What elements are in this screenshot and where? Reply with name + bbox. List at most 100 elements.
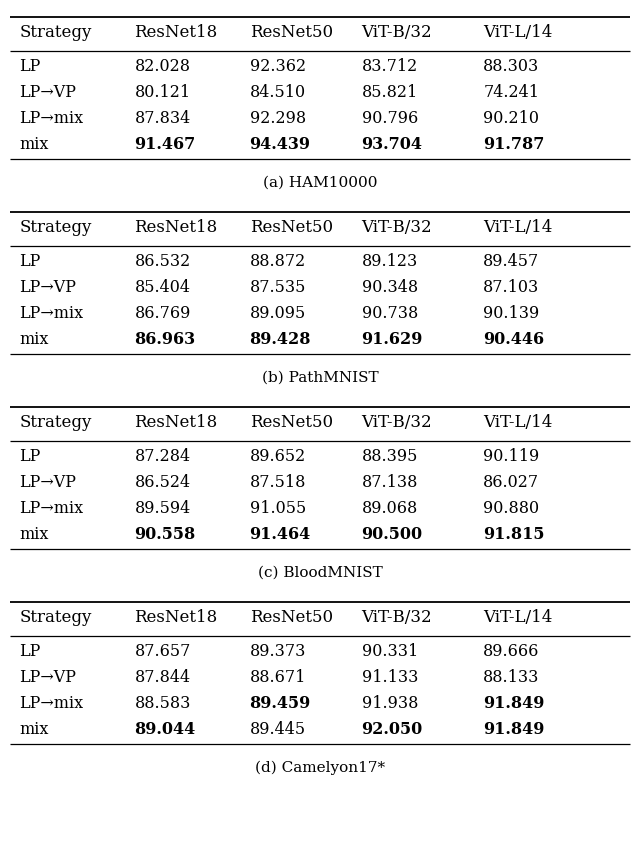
Text: ViT-L/14: ViT-L/14: [483, 414, 552, 430]
Text: 90.139: 90.139: [483, 305, 540, 322]
Text: 89.373: 89.373: [250, 642, 306, 659]
Text: (d) Camelyon17*: (d) Camelyon17*: [255, 760, 385, 774]
Text: 86.532: 86.532: [134, 252, 191, 270]
Text: 89.459: 89.459: [250, 694, 311, 711]
Text: (a) HAM10000: (a) HAM10000: [263, 176, 377, 189]
Text: 91.467: 91.467: [134, 136, 196, 153]
Text: Strategy: Strategy: [19, 609, 92, 625]
Text: LP→VP: LP→VP: [19, 84, 76, 101]
Text: 88.395: 88.395: [362, 447, 418, 464]
Text: 82.028: 82.028: [134, 58, 191, 75]
Text: 90.880: 90.880: [483, 500, 540, 517]
Text: Strategy: Strategy: [19, 414, 92, 430]
Text: 85.821: 85.821: [362, 84, 418, 101]
Text: 90.348: 90.348: [362, 279, 418, 295]
Text: LP→VP: LP→VP: [19, 668, 76, 685]
Text: 91.787: 91.787: [483, 136, 545, 153]
Text: LP→mix: LP→mix: [19, 110, 83, 127]
Text: Strategy: Strategy: [19, 24, 92, 41]
Text: 91.815: 91.815: [483, 525, 545, 543]
Text: 89.457: 89.457: [483, 252, 540, 270]
Text: LP→VP: LP→VP: [19, 279, 76, 295]
Text: 90.446: 90.446: [483, 331, 545, 348]
Text: 89.652: 89.652: [250, 447, 306, 464]
Text: ViT-L/14: ViT-L/14: [483, 609, 552, 625]
Text: LP: LP: [19, 642, 40, 659]
Text: 88.872: 88.872: [250, 252, 306, 270]
Text: 87.284: 87.284: [134, 447, 191, 464]
Text: 88.303: 88.303: [483, 58, 540, 75]
Text: ViT-B/32: ViT-B/32: [362, 219, 432, 235]
Text: 92.298: 92.298: [250, 110, 306, 127]
Text: 89.666: 89.666: [483, 642, 540, 659]
Text: 80.121: 80.121: [134, 84, 191, 101]
Text: 89.068: 89.068: [362, 500, 418, 517]
Text: 90.500: 90.500: [362, 525, 423, 543]
Text: 92.050: 92.050: [362, 720, 423, 737]
Text: 86.027: 86.027: [483, 473, 540, 490]
Text: 91.849: 91.849: [483, 720, 545, 737]
Text: 87.535: 87.535: [250, 279, 306, 295]
Text: (b) PathMNIST: (b) PathMNIST: [262, 370, 378, 384]
Text: 88.133: 88.133: [483, 668, 540, 685]
Text: LP: LP: [19, 252, 40, 270]
Text: LP→mix: LP→mix: [19, 694, 83, 711]
Text: 90.796: 90.796: [362, 110, 418, 127]
Text: LP→mix: LP→mix: [19, 500, 83, 517]
Text: 90.331: 90.331: [362, 642, 418, 659]
Text: 87.138: 87.138: [362, 473, 418, 490]
Text: 91.055: 91.055: [250, 500, 306, 517]
Text: 89.123: 89.123: [362, 252, 418, 270]
Text: (c) BloodMNIST: (c) BloodMNIST: [258, 565, 382, 579]
Text: 87.844: 87.844: [134, 668, 191, 685]
Text: LP: LP: [19, 58, 40, 75]
Text: 89.445: 89.445: [250, 720, 306, 737]
Text: 89.594: 89.594: [134, 500, 191, 517]
Text: 74.241: 74.241: [483, 84, 540, 101]
Text: ViT-L/14: ViT-L/14: [483, 219, 552, 235]
Text: ResNet50: ResNet50: [250, 609, 333, 625]
Text: 90.738: 90.738: [362, 305, 418, 322]
Text: 83.712: 83.712: [362, 58, 418, 75]
Text: 91.849: 91.849: [483, 694, 545, 711]
Text: LP→mix: LP→mix: [19, 305, 83, 322]
Text: mix: mix: [19, 136, 49, 153]
Text: 90.210: 90.210: [483, 110, 540, 127]
Text: 92.362: 92.362: [250, 58, 306, 75]
Text: 88.583: 88.583: [134, 694, 191, 711]
Text: mix: mix: [19, 720, 49, 737]
Text: 88.671: 88.671: [250, 668, 306, 685]
Text: 89.044: 89.044: [134, 720, 196, 737]
Text: mix: mix: [19, 331, 49, 348]
Text: 90.558: 90.558: [134, 525, 196, 543]
Text: mix: mix: [19, 525, 49, 543]
Text: ResNet18: ResNet18: [134, 609, 218, 625]
Text: ResNet50: ResNet50: [250, 219, 333, 235]
Text: ResNet18: ResNet18: [134, 24, 218, 41]
Text: 85.404: 85.404: [134, 279, 191, 295]
Text: 91.629: 91.629: [362, 331, 423, 348]
Text: 91.464: 91.464: [250, 525, 311, 543]
Text: ViT-B/32: ViT-B/32: [362, 24, 432, 41]
Text: 87.103: 87.103: [483, 279, 540, 295]
Text: 90.119: 90.119: [483, 447, 540, 464]
Text: 94.439: 94.439: [250, 136, 310, 153]
Text: 91.938: 91.938: [362, 694, 418, 711]
Text: LP: LP: [19, 447, 40, 464]
Text: 93.704: 93.704: [362, 136, 422, 153]
Text: ResNet50: ResNet50: [250, 414, 333, 430]
Text: 87.657: 87.657: [134, 642, 191, 659]
Text: ViT-B/32: ViT-B/32: [362, 609, 432, 625]
Text: 87.834: 87.834: [134, 110, 191, 127]
Text: ViT-B/32: ViT-B/32: [362, 414, 432, 430]
Text: 89.095: 89.095: [250, 305, 306, 322]
Text: ResNet18: ResNet18: [134, 414, 218, 430]
Text: 86.769: 86.769: [134, 305, 191, 322]
Text: 86.963: 86.963: [134, 331, 196, 348]
Text: 86.524: 86.524: [134, 473, 191, 490]
Text: 91.133: 91.133: [362, 668, 418, 685]
Text: 89.428: 89.428: [250, 331, 311, 348]
Text: Strategy: Strategy: [19, 219, 92, 235]
Text: ViT-L/14: ViT-L/14: [483, 24, 552, 41]
Text: LP→VP: LP→VP: [19, 473, 76, 490]
